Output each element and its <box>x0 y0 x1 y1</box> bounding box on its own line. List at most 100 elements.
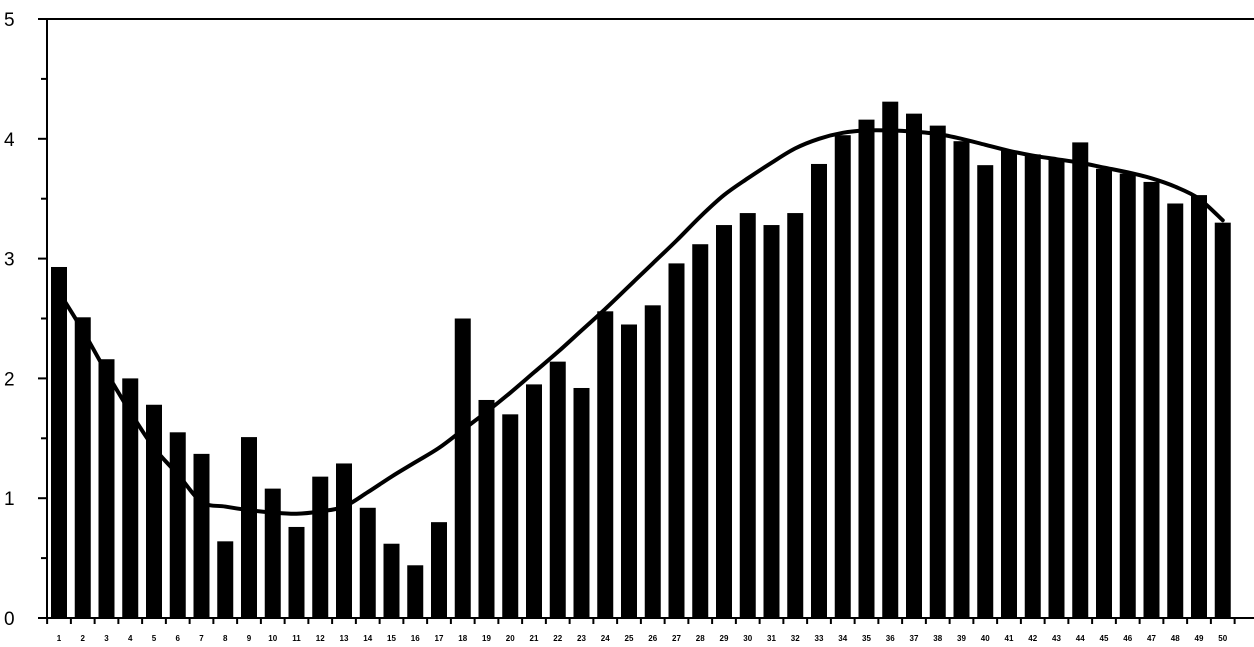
x-tick-label: 34 <box>838 634 847 643</box>
x-tick-label: 37 <box>910 634 919 643</box>
x-tick-label: 11 <box>292 634 301 643</box>
bar <box>122 378 139 618</box>
x-tick-label: 35 <box>862 634 871 643</box>
bar <box>431 522 447 618</box>
y-tick-label: 3 <box>4 250 15 271</box>
x-tick-label: 42 <box>1028 634 1037 643</box>
trend-line <box>57 128 1225 516</box>
x-tick-label: 10 <box>268 634 277 643</box>
x-tick-label: 46 <box>1123 634 1132 643</box>
x-tick-label: 27 <box>672 634 681 643</box>
bar <box>811 163 827 618</box>
bar <box>1024 154 1041 618</box>
x-tick-label: 6 <box>176 634 181 643</box>
bar <box>98 359 115 618</box>
x-tick-label: 23 <box>577 634 586 643</box>
bar <box>787 213 804 619</box>
x-tick-label: 48 <box>1171 634 1180 643</box>
x-tick-label: 5 <box>152 634 157 643</box>
x-tick-label: 33 <box>815 634 824 643</box>
x-tick-label: 17 <box>435 634 444 643</box>
trend-line-group <box>57 128 1225 516</box>
bar <box>1167 203 1184 618</box>
bar <box>502 414 519 618</box>
x-tick-label: 49 <box>1195 634 1204 643</box>
bar <box>929 125 946 618</box>
x-tick-label: 12 <box>316 634 325 643</box>
x-tick-label: 40 <box>981 634 990 643</box>
bar <box>1143 181 1160 619</box>
bar <box>407 565 424 618</box>
bar <box>383 543 400 618</box>
bars <box>51 101 1231 619</box>
x-tick-label: 21 <box>530 634 539 643</box>
bar <box>478 399 495 618</box>
bar <box>668 263 685 618</box>
x-tick-labels: 1 2 3 4 5 6 7 8 9 10 11 12 13 14 15 16 17 18 19 20 21 22 23 24 2… <box>57 634 1228 643</box>
x-tick-label: 26 <box>648 634 657 643</box>
y-tick-label: 5 <box>4 10 15 31</box>
x-tick-label: 3 <box>104 634 109 643</box>
bar <box>146 404 162 618</box>
bar <box>549 361 566 618</box>
bar <box>1191 195 1207 618</box>
bar <box>1001 150 1017 618</box>
y-ticks <box>38 18 47 619</box>
x-tick-label: 39 <box>957 634 966 643</box>
bar <box>1119 173 1136 619</box>
y-tick-label: 1 <box>4 489 15 510</box>
x-tick-label: 50 <box>1218 634 1227 643</box>
bar <box>1072 142 1089 619</box>
x-tick-label: 47 <box>1147 634 1156 643</box>
x-tick-label: 14 <box>363 634 372 643</box>
bar <box>858 119 875 619</box>
bar <box>288 526 305 618</box>
bar <box>977 165 994 618</box>
bar <box>1096 168 1112 618</box>
bar <box>217 541 234 618</box>
x-tick-label: 25 <box>625 634 634 643</box>
x-tick-label: 16 <box>411 634 420 643</box>
y-tick-label: 4 <box>4 130 15 151</box>
x-tick-label: 18 <box>458 634 467 643</box>
bar <box>621 324 637 618</box>
bar <box>597 311 614 618</box>
bar <box>193 453 210 618</box>
x-tick-label: 1 <box>57 634 62 643</box>
bar <box>834 135 851 618</box>
x-tick-label: 28 <box>696 634 705 643</box>
bar <box>692 244 709 618</box>
bar <box>312 476 329 618</box>
bar <box>739 213 756 619</box>
x-tick-label: 22 <box>553 634 562 643</box>
bar <box>454 318 471 618</box>
bar <box>241 437 257 618</box>
bar <box>573 387 590 618</box>
x-tick-label: 31 <box>767 634 776 643</box>
bar <box>953 141 970 619</box>
bar <box>1048 159 1065 618</box>
bar <box>906 113 922 618</box>
x-tick-label: 29 <box>720 634 729 643</box>
bar <box>51 266 67 618</box>
bar <box>359 507 376 618</box>
bar <box>169 432 186 618</box>
bar <box>526 384 542 618</box>
x-tick-label: 13 <box>340 634 349 643</box>
x-tick-label: 44 <box>1076 634 1085 643</box>
bar <box>644 305 661 618</box>
y-tick-labels: 0 1 2 3 4 5 <box>4 10 15 630</box>
x-tick-label: 4 <box>128 634 133 643</box>
bar <box>1214 222 1231 618</box>
x-tick-label: 36 <box>886 634 895 643</box>
x-tick-label: 24 <box>601 634 610 643</box>
x-tick-label: 45 <box>1100 634 1109 643</box>
bar <box>882 101 899 619</box>
x-tick-label: 9 <box>247 634 252 643</box>
bar <box>716 225 732 618</box>
x-tick-label: 32 <box>791 634 800 643</box>
x-tick-label: 8 <box>223 634 228 643</box>
x-tick-label: 41 <box>1005 634 1014 643</box>
bar <box>264 488 281 618</box>
